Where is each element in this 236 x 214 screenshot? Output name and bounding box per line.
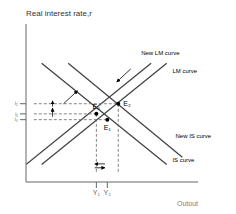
svg-text:i₀: i₀ — [15, 116, 18, 122]
svg-text:New IS curve: New IS curve — [176, 133, 212, 139]
svg-text:LM curve: LM curve — [172, 68, 197, 74]
svg-text:E₁: E₁ — [104, 124, 112, 131]
svg-text:E₀: E₀ — [93, 103, 101, 110]
html-text:Real interest rate,r: Real interest rate,r — [26, 9, 92, 18]
svg-text:Y₂: Y₂ — [104, 189, 112, 196]
svg-text:i₂: i₂ — [15, 100, 18, 106]
svg-text:E₂: E₂ — [123, 100, 131, 107]
svg-text:IS curve: IS curve — [172, 157, 195, 163]
svg-text:i₁: i₁ — [15, 110, 18, 117]
svg-text:Output: Output — [177, 200, 198, 206]
svg-text:New LM curve: New LM curve — [141, 50, 180, 56]
svg-text:Y₁: Y₁ — [93, 189, 101, 196]
